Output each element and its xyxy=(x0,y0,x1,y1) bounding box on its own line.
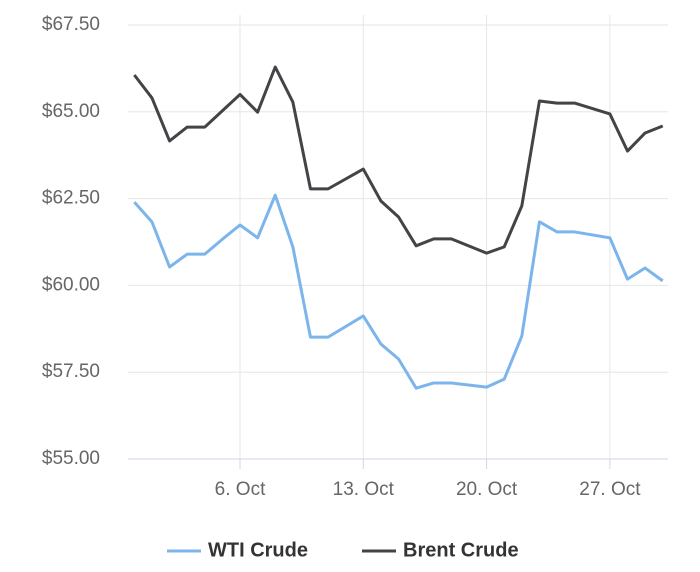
y-tick-label: $65.00 xyxy=(42,101,100,122)
x-tick-label: 27. Oct xyxy=(579,479,641,500)
series-line xyxy=(133,193,664,390)
series-line xyxy=(133,65,664,255)
x-tick-label: 13. Oct xyxy=(333,479,395,500)
x-tick-label: 20. Oct xyxy=(456,479,518,500)
y-tick-label: $55.00 xyxy=(42,448,100,469)
y-tick-label: $67.50 xyxy=(42,14,100,35)
y-tick-label: $62.50 xyxy=(42,188,100,209)
x-tick-label: 6. Oct xyxy=(215,479,266,500)
legend-item[interactable]: WTI Crude xyxy=(208,539,308,561)
legend-item[interactable]: Brent Crude xyxy=(403,539,519,561)
y-tick-label: $57.50 xyxy=(42,361,100,382)
y-tick-label: $60.00 xyxy=(42,274,100,295)
